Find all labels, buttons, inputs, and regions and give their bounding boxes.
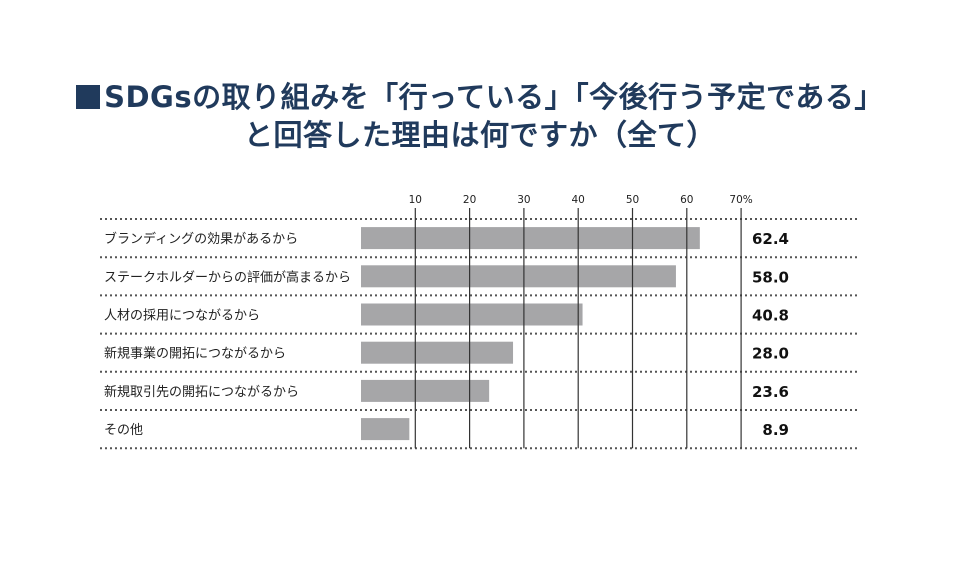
category-label-1: ステークホルダーからの評価が高まるから: [104, 269, 351, 285]
value-label-2: 40.8: [752, 307, 789, 325]
bar-4: [361, 379, 490, 402]
tick-label-10: 10: [409, 194, 422, 206]
tick-label-30: 30: [517, 194, 530, 206]
bar-5: [361, 418, 410, 441]
bar-1: [361, 265, 676, 288]
bar-0: [361, 227, 700, 250]
value-label-1: 58.0: [752, 268, 789, 286]
category-label-3: 新規事業の開拓につながるから: [104, 346, 286, 362]
category-label-5: その他: [104, 423, 143, 438]
chart-title-line-2: と回答した理由は何ですか（全て）: [243, 118, 716, 152]
bar-2: [361, 303, 583, 326]
tick-label-40: 40: [572, 194, 585, 206]
category-label-4: 新規取引先の開拓につながるから: [104, 384, 299, 400]
tick-label-20: 20: [463, 194, 476, 206]
chart-title: SDGsの取り組みを「行っている」「今後行う予定である」 と回答した理由は何です…: [0, 78, 960, 154]
tick-label-70: 70%: [729, 194, 752, 206]
tick-label-60: 60: [680, 194, 693, 206]
value-label-3: 28.0: [752, 345, 789, 363]
chart-title-line-1: SDGsの取り組みを「行っている」「今後行う予定である」: [0, 78, 960, 116]
bar-3: [361, 341, 514, 364]
category-label-0: ブランディングの効果があるから: [104, 231, 298, 247]
title-square-icon: [76, 85, 101, 109]
value-label-0: 62.4: [752, 230, 789, 248]
value-label-5: 8.9: [762, 421, 789, 439]
tick-label-50: 50: [626, 194, 639, 206]
category-label-2: 人材の採用につながるから: [104, 309, 260, 324]
chart-title-line-1-text: SDGsの取り組みを「行っている」「今後行う予定である」: [104, 80, 884, 114]
value-label-4: 23.6: [752, 383, 789, 401]
